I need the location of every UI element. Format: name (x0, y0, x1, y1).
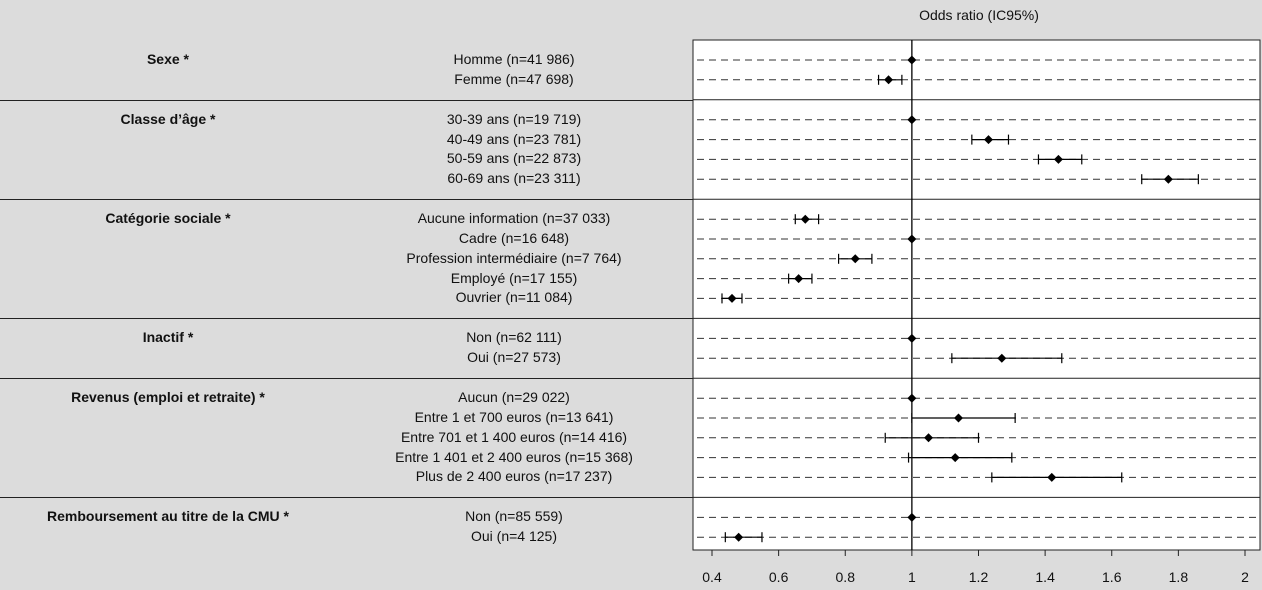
category-label: Entre 701 et 1 400 euros (n=14 416) (400, 428, 628, 445)
group-separator-left (0, 199, 693, 201)
group-separator-left (0, 497, 693, 499)
odds-ratio-marker (734, 532, 744, 542)
category-label: Cadre (n=16 648) (458, 230, 570, 246)
category-label: Oui (n=27 573) (467, 349, 561, 366)
category-label: 30-39 ans (n=19 719) (446, 110, 582, 127)
odds-ratio-marker (727, 293, 737, 303)
x-tick-label: 1.2 (969, 569, 989, 585)
odds-ratio-marker (800, 214, 810, 224)
group-separator-left (0, 318, 693, 320)
group-title: Revenus (emploi et retraite) * (71, 389, 265, 406)
category-label: Entre 1 401 et 2 400 euros (n=15 368) (395, 448, 633, 465)
odds-ratio-marker (850, 254, 860, 264)
category-label: 40-49 ans (n=23 781) (446, 130, 582, 147)
x-tick-label: 1 (908, 569, 916, 585)
label-column: Sexe * Homme (n=41 986) Femme (n=47 698) Cl… (0, 51, 693, 545)
category-label: 60-69 ans (n=23 311) (447, 170, 581, 187)
odds-ratio-marker (997, 353, 1007, 363)
category-label: Non (n=62 111) (466, 329, 562, 346)
category-label: Profession intermédiaire (n=7 764) (406, 249, 622, 266)
odds-ratio-marker (794, 274, 804, 284)
group-title: Inactif * (142, 329, 194, 346)
odds-ratio-marker (924, 433, 934, 443)
odds-ratio-marker (1047, 472, 1057, 482)
odds-ratio-marker (950, 453, 960, 463)
x-tick-label: 0.6 (769, 569, 789, 585)
x-tick-label: 1.4 (1035, 569, 1055, 585)
x-tick-label: 2 (1241, 569, 1249, 585)
plot-panel (692, 39, 1261, 551)
category-label: Employé (n=17 155) (450, 269, 578, 286)
x-tick-label: 0.8 (836, 569, 856, 585)
axis-title: Odds ratio (IC95%) (919, 7, 1039, 23)
category-label: Aucune information (n=37 033) (417, 210, 611, 227)
x-tick-label: 0.4 (702, 569, 722, 585)
x-tick-label: 1.8 (1169, 569, 1189, 585)
group-title: Sexe * (146, 51, 190, 67)
category-label: Aucun (n=29 022) (458, 389, 570, 406)
odds-ratio-marker (954, 413, 964, 423)
category-label: Femme (n=47 698) (454, 70, 574, 87)
x-tick-label: 1.6 (1102, 569, 1122, 585)
category-label: Homme (n=41 986) (453, 51, 575, 67)
odds-ratio-marker (884, 75, 894, 85)
category-label: 50-59 ans (n=22 873) (446, 150, 582, 167)
odds-ratio-marker (1053, 154, 1063, 164)
category-label: Entre 1 et 700 euros (n=13 641) (414, 409, 614, 425)
group-separator-left (0, 378, 693, 380)
group-title: Classe d’âge * (120, 110, 216, 127)
category-label: Oui (n=4 125) (471, 528, 557, 545)
odds-ratio-marker (983, 135, 993, 145)
category-label: Non (n=85 559) (465, 508, 563, 525)
group-title: Remboursement au titre de la CMU * (47, 508, 289, 525)
group-title: Catégorie sociale * (105, 210, 231, 227)
category-label: Ouvrier (n=11 084) (455, 289, 573, 306)
odds-ratio-marker (1163, 174, 1173, 184)
group-separator-left (0, 99, 693, 101)
category-label: Plus de 2 400 euros (n=17 237) (415, 468, 613, 485)
